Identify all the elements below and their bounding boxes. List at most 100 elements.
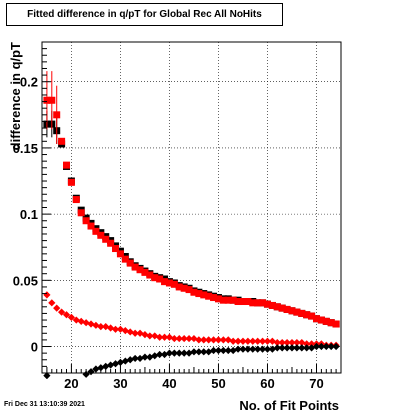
point-1-26 [170, 280, 178, 288]
chart-title: Fitted difference in q/pT for Global Rec… [27, 9, 262, 20]
point-1-11 [97, 231, 105, 239]
x-axis-title: No. of Fit Points [239, 398, 339, 413]
point-3-20 [175, 349, 183, 357]
point-3-19 [170, 349, 178, 357]
point-2-22 [151, 332, 159, 340]
point-1-48 [278, 304, 286, 312]
point-2-27 [175, 334, 183, 343]
point-2-2 [53, 304, 61, 312]
point-3-23 [190, 348, 198, 356]
point-2-53 [303, 340, 311, 348]
point-2-5 [67, 313, 76, 321]
point-3-44 [293, 344, 301, 352]
title-box: Fitted difference in q/pT for Global Rec… [6, 3, 283, 26]
point-1-35 [214, 295, 222, 303]
point-2-9 [87, 320, 95, 328]
point-2-39 [234, 337, 242, 345]
point-3-16 [156, 350, 164, 359]
point-1-4 [63, 161, 71, 169]
y-tick-label-2: 0.1 [20, 207, 38, 222]
point-3-12 [136, 354, 144, 363]
point-3-48 [312, 342, 321, 351]
point-2-40 [239, 337, 247, 345]
point-1-43 [254, 299, 262, 307]
x-tick-label-5: 70 [309, 376, 323, 391]
point-3-0 [43, 372, 51, 379]
point-2-35 [214, 336, 223, 344]
point-3-28 [214, 346, 223, 355]
x-tick-label-4: 60 [260, 376, 274, 391]
point-1-17 [126, 259, 134, 267]
point-2-28 [180, 334, 188, 343]
point-1-37 [224, 296, 232, 304]
point-3-1 [82, 370, 90, 378]
point-2-43 [254, 337, 262, 345]
y-tick-label-0: 0 [31, 340, 38, 355]
timestamp: Fri Dec 31 13:10:39 2021 [4, 401, 85, 408]
point-2-33 [205, 336, 213, 344]
point-3-9 [121, 357, 129, 365]
point-1-21 [146, 271, 154, 279]
point-1-9 [87, 222, 95, 230]
point-2-47 [273, 338, 281, 347]
point-1-56 [317, 316, 325, 324]
point-1-29 [185, 286, 193, 294]
point-1-27 [175, 283, 183, 291]
point-1-28 [180, 284, 188, 292]
point-1-0 [43, 96, 51, 104]
point-3-52 [332, 342, 340, 351]
point-3-11 [131, 354, 139, 363]
point-1-55 [312, 315, 320, 323]
point-3-24 [195, 348, 203, 356]
point-1-33 [205, 292, 213, 300]
point-1-45 [263, 300, 271, 308]
point-2-49 [283, 338, 291, 347]
point-2-29 [185, 334, 193, 343]
point-2-12 [102, 323, 110, 331]
point-3-15 [151, 352, 159, 360]
point-2-16 [121, 327, 129, 335]
point-1-47 [273, 303, 281, 311]
point-3-39 [268, 345, 276, 353]
point-3-35 [249, 345, 257, 353]
point-1-31 [195, 290, 203, 298]
y-tick-label-4: 0.2 [20, 75, 38, 90]
point-3-33 [239, 345, 247, 353]
series-1 [43, 71, 340, 328]
axis-ticks [42, 41, 342, 374]
point-1-32 [200, 291, 208, 299]
point-1-16 [121, 255, 129, 263]
point-3-18 [165, 349, 174, 357]
point-1-10 [92, 227, 100, 235]
point-2-24 [160, 333, 169, 341]
point-1-24 [161, 278, 169, 286]
point-3-51 [327, 342, 335, 351]
point-3-13 [141, 353, 149, 361]
point-1-42 [249, 299, 257, 307]
point-1-36 [219, 296, 227, 304]
point-2-21 [146, 332, 154, 340]
point-1-23 [156, 275, 164, 283]
point-1-6 [72, 196, 80, 204]
point-2-41 [244, 337, 252, 345]
point-2-3 [58, 308, 66, 316]
point-2-50 [288, 338, 296, 347]
point-3-46 [303, 344, 311, 352]
y-tick-label-3: 0.15 [13, 141, 38, 156]
point-3-43 [288, 344, 296, 352]
point-2-54 [307, 340, 316, 348]
point-2-51 [293, 338, 301, 347]
point-3-30 [224, 346, 232, 355]
data-points [43, 71, 340, 379]
point-2-14 [111, 325, 120, 333]
point-1-30 [190, 288, 198, 296]
point-2-34 [209, 336, 218, 344]
point-1-2 [53, 111, 61, 119]
point-2-32 [200, 336, 208, 344]
point-1-49 [283, 305, 291, 313]
point-1-51 [293, 308, 301, 316]
point-2-6 [72, 316, 80, 324]
point-2-44 [258, 337, 267, 345]
point-3-41 [278, 344, 286, 352]
point-1-8 [82, 217, 90, 225]
